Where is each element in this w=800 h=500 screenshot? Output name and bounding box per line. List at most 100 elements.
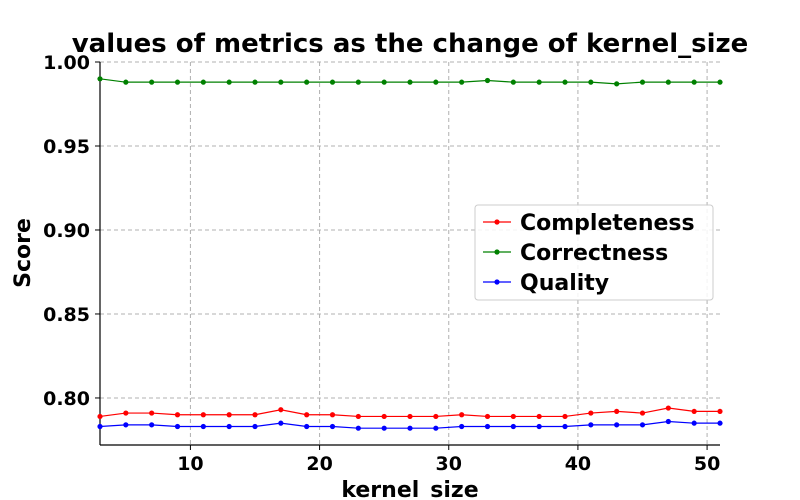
data-point-quality xyxy=(97,423,103,430)
x-axis-label: kernel_size xyxy=(341,478,478,500)
data-point-correctness xyxy=(639,79,646,85)
data-point-completeness xyxy=(536,413,542,420)
data-point-quality xyxy=(226,423,232,430)
data-point-correctness xyxy=(691,79,697,85)
legend-marker-quality xyxy=(494,279,500,285)
data-point-quality xyxy=(562,423,568,430)
data-point-completeness xyxy=(639,410,646,416)
data-point-completeness xyxy=(226,412,232,418)
data-point-correctness xyxy=(304,79,310,85)
data-point-quality xyxy=(717,420,723,426)
legend-box xyxy=(474,204,714,301)
x-tick-label: 10 xyxy=(177,453,203,475)
data-point-correctness xyxy=(433,79,439,85)
data-point-completeness xyxy=(278,407,284,413)
data-point-completeness xyxy=(407,413,413,420)
legend-marker-correctness xyxy=(494,249,500,255)
data-point-quality xyxy=(174,423,181,430)
data-point-correctness xyxy=(717,79,723,85)
data-point-completeness xyxy=(123,410,129,416)
data-point-quality xyxy=(329,423,336,430)
data-point-correctness xyxy=(484,77,491,84)
data-point-completeness xyxy=(97,413,103,420)
chart-title: values of metrics as the change of kerne… xyxy=(72,29,749,59)
data-point-correctness xyxy=(278,79,284,85)
data-point-correctness xyxy=(97,76,103,82)
data-point-completeness xyxy=(355,413,361,420)
data-point-quality xyxy=(639,422,646,428)
data-point-quality xyxy=(149,422,155,428)
legend: Completeness Correctness Quality xyxy=(474,204,714,301)
data-point-quality xyxy=(252,423,258,430)
data-point-correctness xyxy=(174,79,181,85)
data-point-quality xyxy=(510,423,516,430)
data-point-correctness xyxy=(407,79,413,85)
data-point-quality xyxy=(123,422,129,428)
data-point-quality xyxy=(355,425,361,431)
legend-label-correctness: Correctness xyxy=(520,241,668,266)
data-point-completeness xyxy=(433,413,439,420)
data-point-completeness xyxy=(510,413,516,420)
data-point-quality xyxy=(484,423,491,430)
data-point-quality xyxy=(459,423,465,430)
axes xyxy=(99,62,720,446)
data-point-completeness xyxy=(484,413,491,420)
legend-label-quality: Quality xyxy=(520,271,609,296)
data-point-correctness xyxy=(226,79,232,85)
data-point-completeness xyxy=(562,413,568,420)
data-point-correctness xyxy=(381,79,387,85)
data-point-completeness xyxy=(717,408,723,415)
data-point-completeness xyxy=(252,412,258,418)
legend-marker-completeness xyxy=(494,219,500,225)
y-axis-ticks: 0.80 0.85 0.90 0.95 1.00 xyxy=(43,52,100,410)
data-point-quality xyxy=(407,425,413,431)
data-point-quality xyxy=(536,423,542,430)
y-tick-label: 1.00 xyxy=(43,52,90,74)
y-tick-label: 0.95 xyxy=(43,136,90,158)
data-point-correctness xyxy=(355,79,361,85)
y-axis-label: Score xyxy=(11,218,36,288)
x-tick-label: 50 xyxy=(694,453,720,475)
x-axis-ticks: 10 20 30 40 50 xyxy=(177,445,720,475)
data-point-correctness xyxy=(562,79,568,85)
data-point-completeness xyxy=(665,405,671,411)
data-point-completeness xyxy=(459,412,465,418)
y-tick-label: 0.85 xyxy=(43,304,90,326)
data-point-correctness xyxy=(200,79,206,85)
data-point-completeness xyxy=(174,412,181,418)
data-point-correctness xyxy=(459,79,465,85)
data-point-quality xyxy=(278,420,284,426)
data-point-completeness xyxy=(614,408,620,415)
data-point-quality xyxy=(433,425,439,431)
data-point-quality xyxy=(588,422,594,428)
data-point-correctness xyxy=(536,79,542,85)
x-tick-label: 30 xyxy=(436,453,462,475)
data-point-correctness xyxy=(252,79,258,85)
x-tick-label: 20 xyxy=(306,453,332,475)
data-point-completeness xyxy=(691,408,697,415)
data-point-completeness xyxy=(304,412,310,418)
data-point-quality xyxy=(665,418,671,425)
legend-label-completeness: Completeness xyxy=(520,211,695,236)
data-point-correctness xyxy=(149,79,155,85)
data-point-correctness xyxy=(123,79,129,85)
data-point-correctness xyxy=(588,79,594,85)
data-point-quality xyxy=(304,423,310,430)
data-point-quality xyxy=(691,420,697,426)
data-point-quality xyxy=(614,422,620,428)
series-lines xyxy=(97,76,723,431)
data-point-correctness xyxy=(665,79,671,85)
data-point-completeness xyxy=(329,412,336,418)
data-point-completeness xyxy=(149,410,155,416)
y-tick-label: 0.80 xyxy=(43,388,90,410)
data-point-correctness xyxy=(614,81,620,87)
x-tick-label: 40 xyxy=(565,453,591,475)
data-point-correctness xyxy=(510,79,516,85)
data-point-quality xyxy=(200,423,206,430)
data-point-quality xyxy=(381,425,387,431)
data-point-correctness xyxy=(329,79,336,85)
y-tick-label: 0.90 xyxy=(43,220,90,242)
data-point-completeness xyxy=(381,413,387,420)
data-point-completeness xyxy=(200,412,206,418)
